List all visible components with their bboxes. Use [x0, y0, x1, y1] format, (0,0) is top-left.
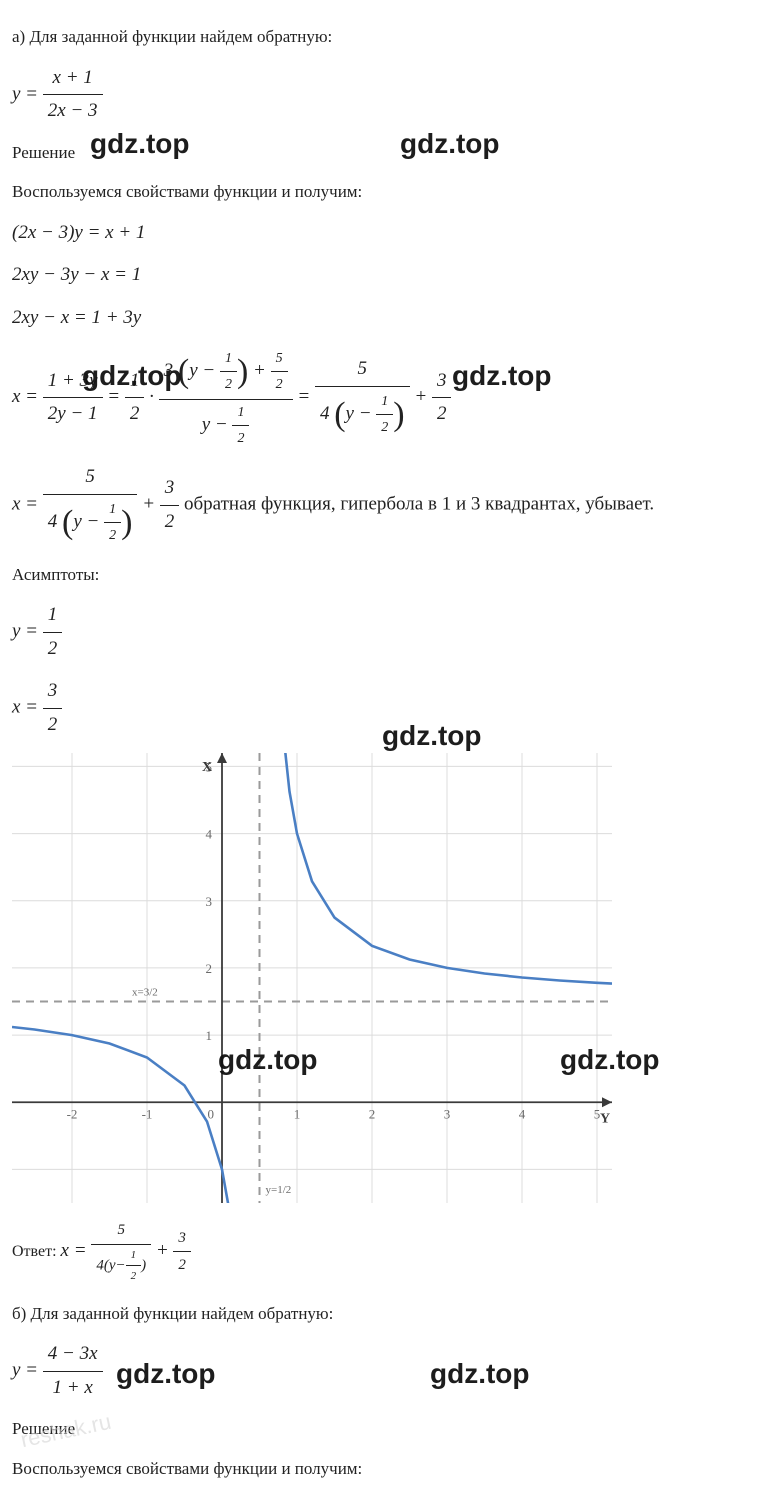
- asymptote-y: y = 1 2: [12, 601, 749, 663]
- answer-line: Ответ: x = 5 4(y−12) + 3 2: [12, 1219, 749, 1285]
- asymptotes-label: Асимптоты:: [12, 562, 749, 588]
- inverse-result: x = 5 4 (y − 12) + 3 2 обратная функция,…: [12, 463, 749, 548]
- part-b-solution-label: Решение: [12, 1416, 749, 1442]
- svg-text:0: 0: [208, 1106, 215, 1121]
- part-b-method-text: Воспользуемся свойствами функции и получ…: [12, 1456, 749, 1482]
- svg-text:X: X: [202, 760, 212, 775]
- hyperbola-plot: -2-112345123450YXx=3/2y=1/2: [12, 753, 612, 1203]
- step-3: 2xy − x = 1 + 3y: [12, 304, 749, 333]
- svg-text:3: 3: [206, 894, 213, 909]
- svg-text:2: 2: [369, 1106, 376, 1121]
- svg-text:1: 1: [206, 1028, 213, 1043]
- svg-text:Y: Y: [600, 1111, 610, 1126]
- svg-text:x=3/2: x=3/2: [132, 987, 158, 999]
- svg-text:4: 4: [519, 1106, 526, 1121]
- svg-text:4: 4: [206, 827, 213, 842]
- document-content: а) Для заданной функции найдем обратную:…: [0, 0, 761, 1505]
- step-2: 2xy − 3y − x = 1: [12, 261, 749, 290]
- part-a-intro: а) Для заданной функции найдем обратную:: [12, 24, 749, 50]
- svg-text:1: 1: [294, 1106, 301, 1121]
- part-a-given-function: y = x + 1 2x − 3: [12, 64, 749, 126]
- solution-label: Решение: [12, 140, 749, 166]
- asymptote-x: x = 3 2: [12, 677, 749, 739]
- plot-svg: -2-112345123450YXx=3/2y=1/2: [12, 753, 612, 1203]
- svg-text:-1: -1: [142, 1106, 153, 1121]
- method-text: Воспользуемся свойствами функции и получ…: [12, 179, 749, 205]
- svg-text:3: 3: [444, 1106, 451, 1121]
- part-b-given-function: y = 4 − 3x 1 + x: [12, 1340, 749, 1402]
- svg-text:-2: -2: [67, 1106, 78, 1121]
- derivation: x = 1 + 3y 2y − 1 = 1 2 · 3 (y − 12) + 5…: [12, 346, 749, 449]
- svg-text:y=1/2: y=1/2: [266, 1184, 292, 1196]
- svg-text:2: 2: [206, 961, 213, 976]
- step-1: (2x − 3)y = x + 1: [12, 219, 749, 248]
- part-b-intro: б) Для заданной функции найдем обратную:: [12, 1301, 749, 1327]
